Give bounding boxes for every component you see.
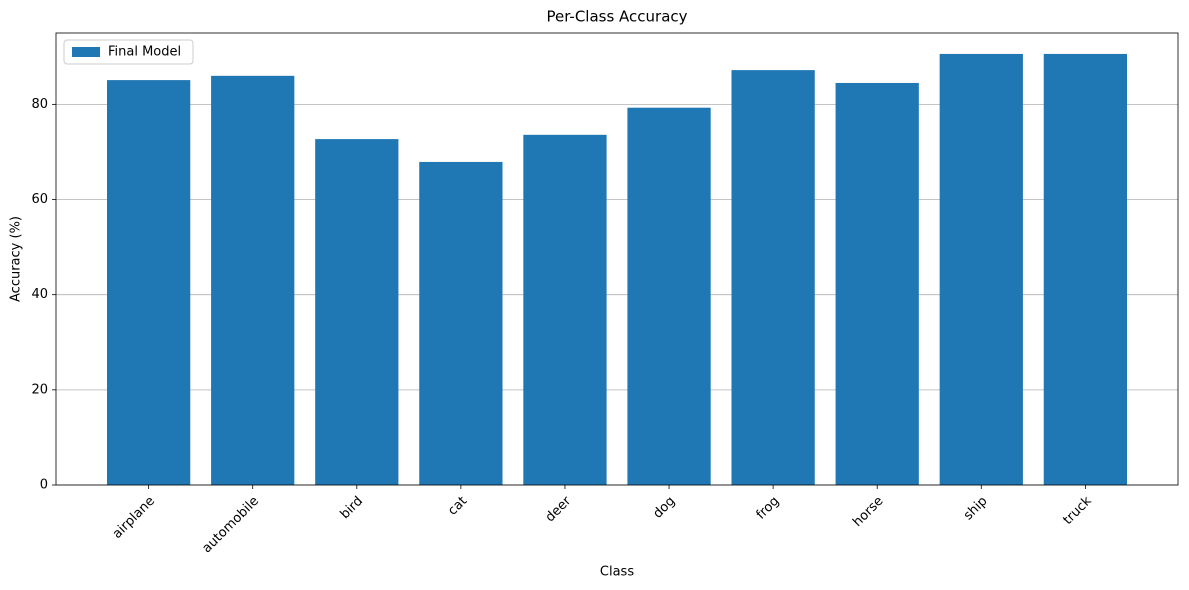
x-axis-label: Class [600, 565, 634, 580]
legend-swatch [72, 47, 100, 57]
bar [419, 161, 503, 485]
bar [627, 107, 711, 485]
y-tick-label: 0 [40, 478, 48, 493]
plot-frame [55, 32, 1179, 486]
y-tick-label: 40 [31, 287, 48, 302]
bar [939, 53, 1023, 485]
y-tick-label: 80 [31, 97, 48, 112]
bar [107, 80, 191, 486]
bar [1043, 53, 1127, 485]
bar [211, 75, 295, 486]
y-tick-label: 60 [31, 192, 48, 207]
legend-frame [63, 39, 194, 65]
bar [835, 82, 919, 486]
y-tick-label: 20 [31, 382, 48, 397]
bar [731, 70, 815, 486]
legend: Final Model [63, 39, 194, 65]
chart-title: Per-Class Accuracy [546, 8, 687, 26]
bar [523, 134, 607, 485]
y-axis-label: Accuracy (%) [9, 216, 24, 302]
legend-label: Final Model [108, 45, 181, 60]
bar [315, 139, 399, 485]
